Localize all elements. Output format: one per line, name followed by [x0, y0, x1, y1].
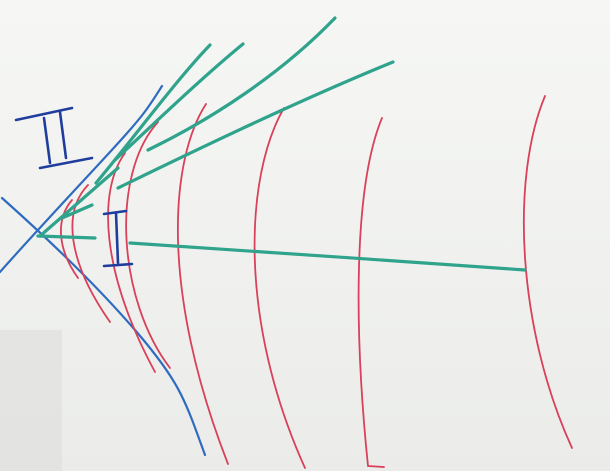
region-one-stem [114, 211, 120, 265]
board-shadow [0, 330, 62, 471]
ray-short-left [36, 234, 97, 240]
ray-fan-origin [38, 166, 120, 238]
hyperbola-curve-8 [522, 95, 573, 449]
hyperbola-curve-2 [71, 184, 111, 323]
region-two-stroke-left [42, 116, 52, 165]
ray-long-4 [94, 43, 212, 185]
ray-horizontal [128, 241, 527, 272]
region-two-stroke-right [58, 110, 68, 160]
ray-long-2 [146, 16, 337, 152]
hyperbola-curve-5 [177, 103, 229, 465]
ray-short-upper [60, 203, 94, 220]
lightcone-line-past [0, 84, 164, 274]
ray-long-1 [116, 60, 395, 190]
region-two-bottom-bar [38, 156, 94, 170]
hyperbola-curve-3 [107, 152, 156, 373]
region-label-one: I [102, 209, 134, 268]
ray-long-3 [113, 42, 245, 162]
region-label-two: II [14, 106, 94, 170]
hyperbola-curve-7 [357, 117, 385, 468]
region-two-top-bar [14, 106, 74, 122]
region-one-bottom-bar [102, 262, 134, 268]
hyperbola-curve-4 [125, 121, 171, 369]
hyperbola-curve-6 [253, 107, 306, 469]
